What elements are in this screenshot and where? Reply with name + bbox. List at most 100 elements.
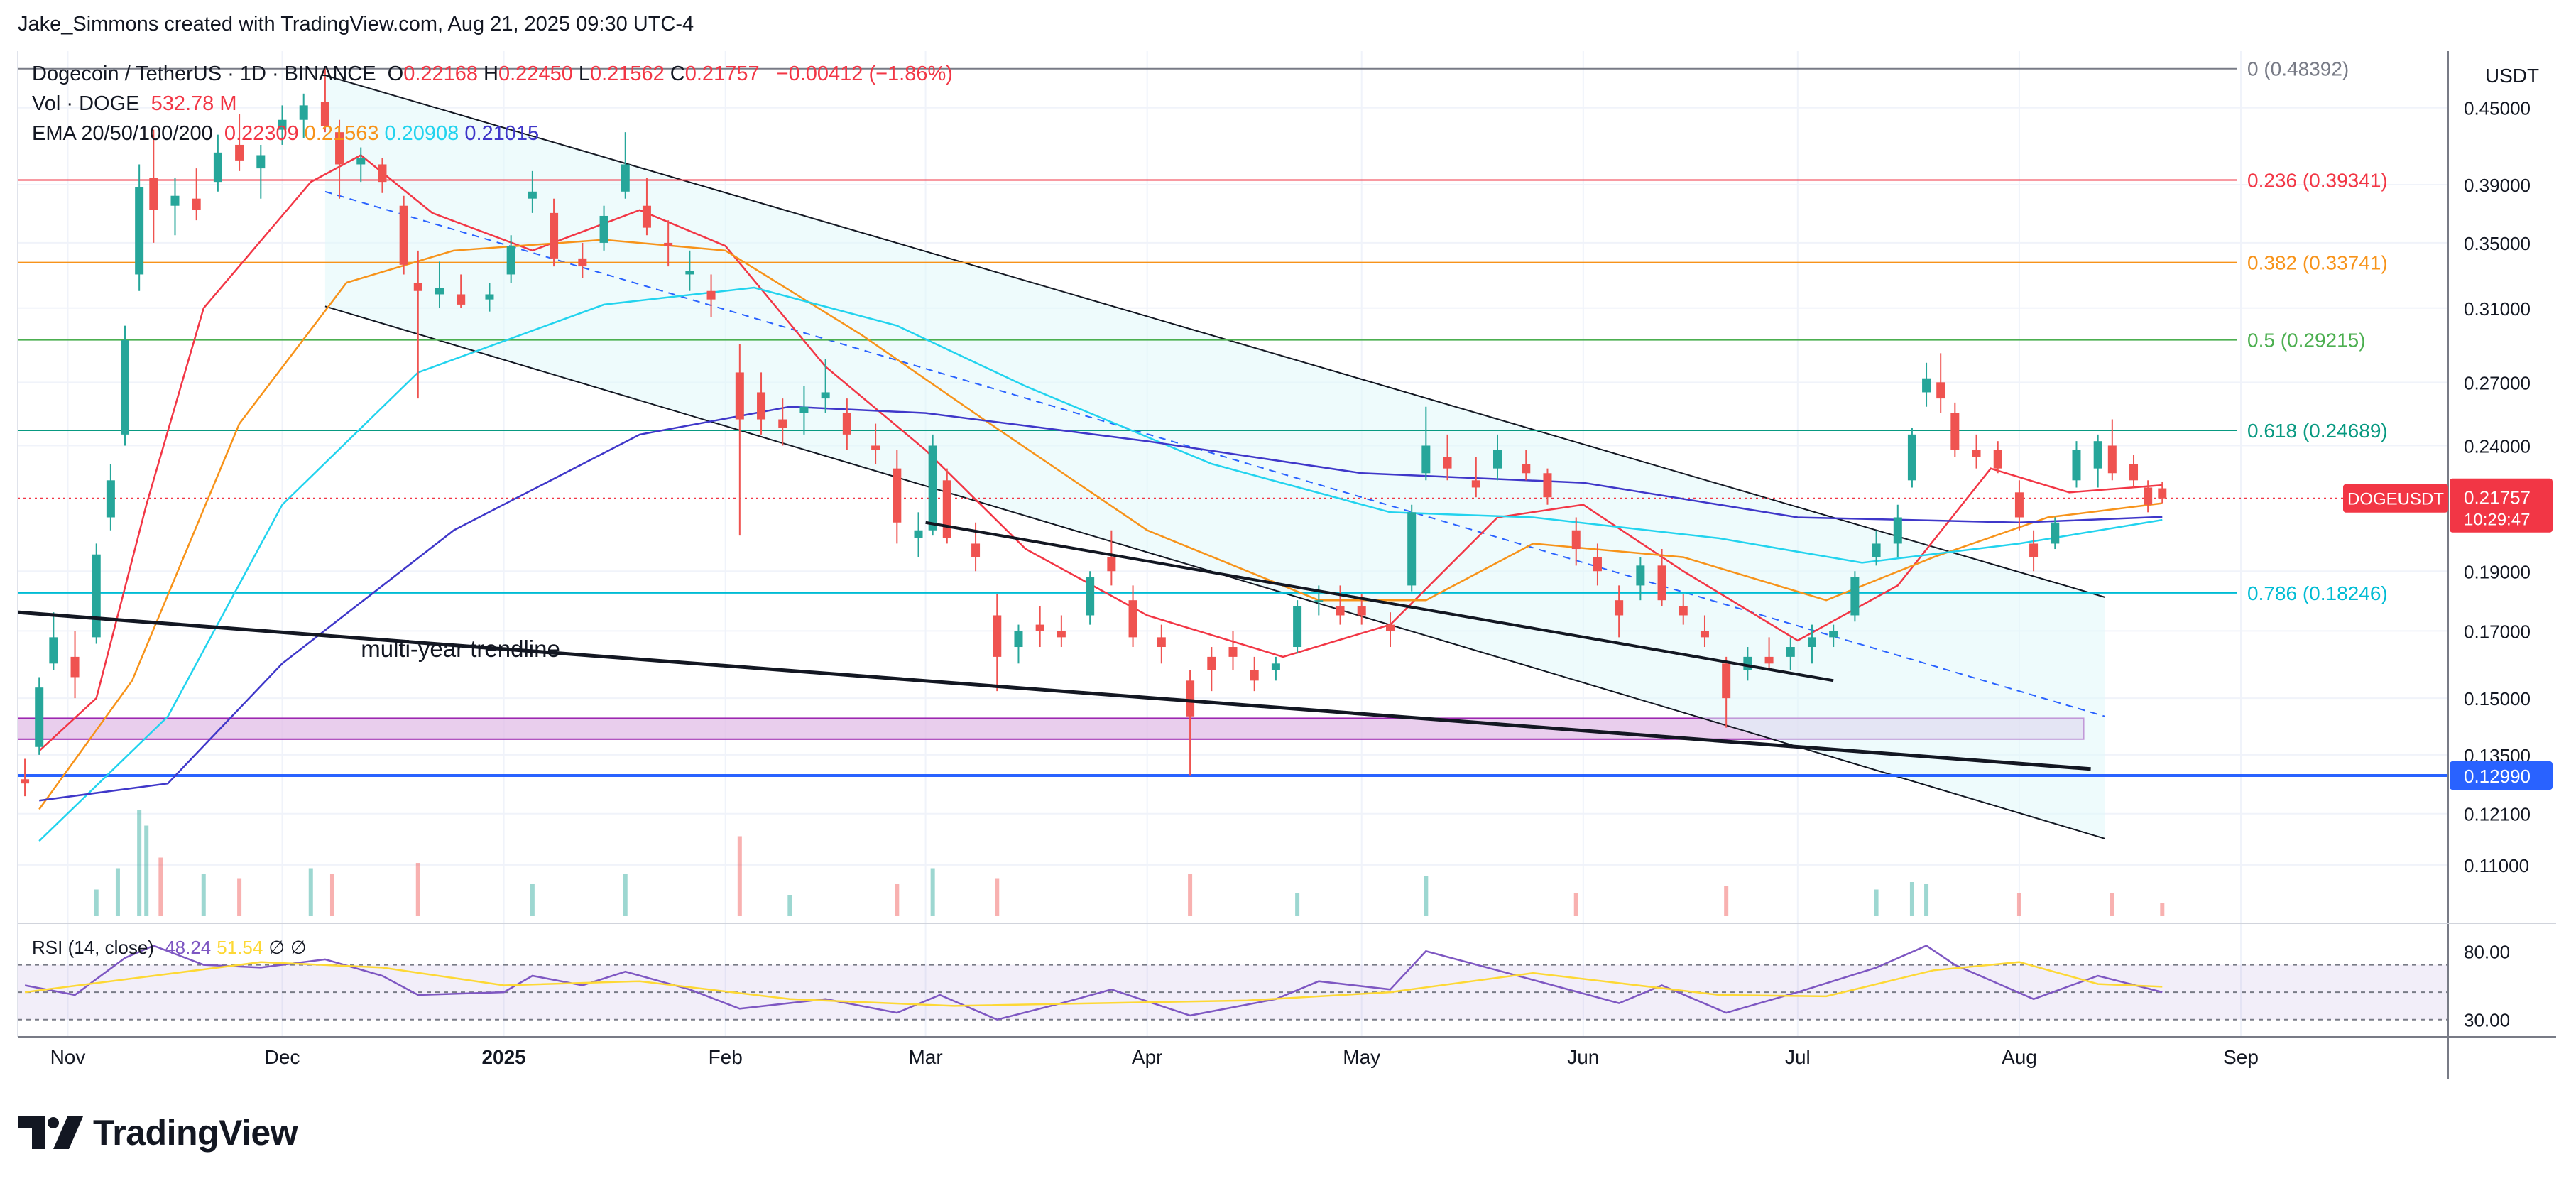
time-tick-label: Aug (2002, 1046, 2037, 1068)
price-change: −0.00412 (−1.86%) (776, 62, 953, 85)
volume-bar (623, 874, 628, 916)
candle-body (235, 144, 244, 161)
price-tick-label: 0.12100 (2464, 804, 2531, 825)
price-tick-label: 0.19000 (2464, 561, 2531, 582)
rsi-line (24, 945, 2163, 1021)
ema-value: 0.22309 (224, 122, 299, 145)
candle-body (928, 445, 937, 531)
rsi-pane (18, 945, 2448, 1021)
candle-body (485, 294, 494, 300)
fib-label-0.236: 0.236 (0.39341) (2247, 169, 2388, 191)
rsi-ma-line (24, 961, 2163, 1007)
rsi-value: 48.24 (165, 937, 212, 958)
volume-legend[interactable]: Vol · DOGE 532.78 M (32, 91, 242, 116)
channel-fill (324, 75, 2105, 839)
ohlc-key: H (484, 62, 498, 85)
candle-body (578, 258, 587, 267)
candle-body (1336, 606, 1345, 616)
symbol-tag-text: DOGEUSDT (2347, 490, 2444, 509)
volume-bar (787, 895, 792, 916)
ohlc-key: C (670, 62, 685, 85)
candle-body (1786, 647, 1795, 657)
candle-body (2107, 445, 2117, 474)
candle-body (21, 779, 30, 784)
rsi-tick-label: 30.00 (2464, 1010, 2510, 1031)
trendline (17, 610, 2091, 771)
symbol-tag (2343, 484, 2448, 513)
fib-label-0.786: 0.786 (0.18246) (2247, 582, 2388, 604)
brand-name: TradingView (93, 1113, 298, 1153)
ohlc-value: 0.21562 (589, 62, 665, 85)
ohlc-c: C0.21757 (670, 62, 760, 85)
time-tick-label: Jun (1567, 1046, 1599, 1068)
time-tick-label: Apr (1132, 1046, 1163, 1068)
volume-bar (94, 889, 99, 916)
volume-bar (2016, 893, 2021, 916)
candle-body (1421, 445, 1431, 474)
volume-bar (2110, 893, 2114, 916)
candle-body (1186, 680, 1195, 717)
candle-body (149, 178, 158, 210)
currency-label[interactable]: USDT (2484, 65, 2540, 87)
candle-body (1293, 606, 1302, 648)
candle-body (971, 543, 981, 557)
axis-labels: 80.00 30.00 0.45000 0.39000 0.35000 0.31000 0.… (50, 98, 2553, 1068)
fib-label-0.5: 0.5 (0.29215) (2247, 330, 2366, 352)
time-tick-label: Feb (709, 1046, 743, 1068)
candle-body (735, 372, 744, 420)
tradingview-icon (18, 1116, 83, 1149)
rsi-value: ∅ (290, 937, 307, 958)
volume-bars (94, 810, 2165, 916)
candle-body (1571, 530, 1581, 550)
candle-body (842, 413, 851, 435)
ema-line (38, 154, 2163, 752)
ohlc-key: O (387, 62, 404, 85)
price-tick-label: 0.39000 (2464, 175, 2531, 196)
fib-label-0.618: 0.618 (0.24689) (2247, 420, 2388, 442)
candle-body (1700, 631, 1709, 638)
candle-body (1107, 557, 1116, 572)
rsi-value: ∅ (268, 937, 285, 958)
candle-body (1207, 656, 1216, 670)
candle-body (1829, 631, 1838, 638)
candle-body (1407, 512, 1417, 586)
support-price-text: 0.12990 (2464, 766, 2531, 787)
candle-body (2093, 441, 2102, 469)
candle-body (1157, 637, 1166, 648)
candle-body (1314, 600, 1324, 602)
candle-body (914, 530, 923, 538)
candle-body (320, 102, 329, 126)
rsi-value: 51.54 (217, 937, 263, 958)
candle-body (1922, 378, 1931, 393)
candle-body (1807, 637, 1816, 648)
ema-legend[interactable]: EMA 20/50/100/200 0.22309 0.21563 0.20908 0… (32, 121, 550, 146)
fib-label-0.382: 0.382 (0.33741) (2247, 252, 2388, 274)
candle-body (1522, 464, 1531, 474)
trendline-annotation: multi-year trendline (361, 636, 560, 662)
price-tick-label: 0.45000 (2464, 98, 2531, 119)
candle-body (821, 392, 830, 399)
countdown-text: 10:29:47 (2464, 511, 2530, 530)
volume-bar (2160, 903, 2165, 916)
candle-body (1357, 606, 1366, 616)
candle-body (1057, 631, 1066, 638)
time-tick-label: Dec (265, 1046, 300, 1068)
candle-body (1936, 382, 1945, 399)
rsi-legend[interactable]: RSI (14, close) 48.24 51.54 ∅ ∅ (32, 935, 318, 960)
candle-body (1950, 413, 1960, 450)
candle-body (106, 480, 115, 518)
volume-bar (737, 836, 742, 916)
price-tick-label: 0.27000 (2464, 372, 2531, 393)
volume-bar (530, 884, 535, 916)
candle-body (706, 290, 716, 300)
candle-body (1872, 543, 1881, 557)
price-tick-label: 0.24000 (2464, 435, 2531, 457)
candle-body (642, 205, 651, 228)
channel-upper-line (324, 75, 2106, 598)
candle-body (1493, 450, 1502, 469)
candle-body (1764, 656, 1774, 664)
symbol-legend[interactable]: Dogecoin / TetherUS · 1D · BINANCE O0.22… (32, 61, 959, 87)
candle-body (757, 392, 766, 420)
time-tick-label: Sep (2223, 1046, 2259, 1068)
